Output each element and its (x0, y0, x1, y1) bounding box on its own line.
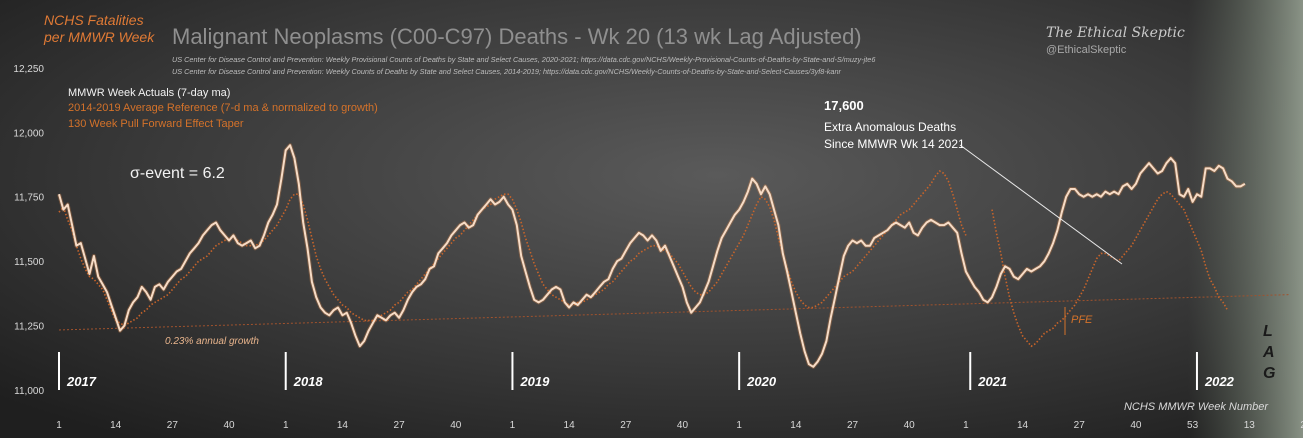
source-line-1: US Center for Disease Control and Preven… (172, 55, 876, 64)
lag-letter-a: A (1262, 344, 1275, 361)
x-tick-label: 14 (1017, 420, 1029, 431)
pfe-label: PFE (1071, 314, 1093, 326)
year-label: 2020 (746, 374, 777, 389)
x-tick-label: 14 (337, 420, 349, 431)
x-tick-label: 40 (677, 420, 689, 431)
extra-deaths-count: 17,600 (824, 98, 864, 113)
year-label: 2017 (66, 374, 97, 389)
lag-letter-l: L (1263, 323, 1273, 340)
extra-deaths-label-2: Since MMWR Wk 14 2021 (824, 137, 965, 151)
x-tick-label: 13 (1244, 420, 1256, 431)
x-tick-label: 40 (450, 420, 462, 431)
x-tick-label: 27 (394, 420, 406, 431)
x-tick-label: 1 (56, 420, 62, 431)
x-tick-label: 27 (1074, 420, 1086, 431)
growth-label: 0.23% annual growth (165, 336, 259, 347)
y-tick-label: 11,750 (14, 193, 44, 204)
x-tick-label: 1 (283, 420, 289, 431)
extra-deaths-label-1: Extra Anomalous Deaths (824, 120, 956, 134)
x-tick-label: 27 (847, 420, 859, 431)
x-tick-label: 40 (904, 420, 916, 431)
y-tick-label: 11,250 (14, 322, 44, 333)
series-growth-trend (58, 294, 1289, 331)
year-label: 2021 (977, 374, 1007, 389)
year-label: 2018 (293, 374, 324, 389)
y-axis-unit-line2: per MMWR Week (43, 29, 155, 45)
y-tick-label: 11,000 (14, 386, 44, 397)
legend-item-actuals: MMWR Week Actuals (7-day ma) (68, 87, 230, 99)
legend-item-pfe-taper: 130 Week Pull Forward Effect Taper (68, 118, 244, 130)
x-tick-label: 27 (167, 420, 179, 431)
x-tick-label: 40 (223, 420, 235, 431)
series-actuals (58, 144, 1246, 368)
brand-name: The Ethical Skeptic (1046, 25, 1185, 41)
x-tick-label: 27 (620, 420, 632, 431)
sigma-event-label: σ-event = 6.2 (130, 165, 225, 182)
chart-title: Malignant Neoplasms (C00-C97) Deaths - W… (172, 24, 862, 49)
extra-deaths-pointer (959, 144, 1123, 265)
y-tick-label: 12,000 (13, 128, 44, 139)
brand-handle: @EthicalSkeptic (1046, 44, 1127, 56)
year-label: 2022 (1204, 374, 1235, 389)
x-tick-label: 40 (1130, 420, 1142, 431)
x-tick-label: 1 (510, 420, 516, 431)
x-tick-label: 14 (110, 420, 122, 431)
x-tick-label: 26 (1300, 420, 1303, 431)
x-tick-label: 1 (736, 420, 742, 431)
x-axis-label: NCHS MMWR Week Number (1124, 401, 1269, 413)
x-tick-label: 14 (790, 420, 802, 431)
year-label: 2019 (519, 374, 550, 389)
x-tick-label: 14 (564, 420, 576, 431)
legend-item-reference: 2014-2019 Average Reference (7-d ma & no… (68, 102, 378, 114)
y-tick-label: 12,250 (13, 64, 44, 75)
x-tick-label: 1 (963, 420, 969, 431)
y-axis-unit-line1: NCHS Fatalities (44, 12, 144, 28)
y-tick-label: 11,500 (14, 257, 44, 268)
lag-zone (1188, 0, 1303, 438)
series-pfe-taper (991, 190, 1229, 348)
series-reference (58, 169, 967, 327)
lag-letter-g: G (1263, 365, 1275, 382)
x-tick-label: 53 (1187, 420, 1199, 431)
source-line-2: US Center for Disease Control and Preven… (172, 67, 842, 76)
